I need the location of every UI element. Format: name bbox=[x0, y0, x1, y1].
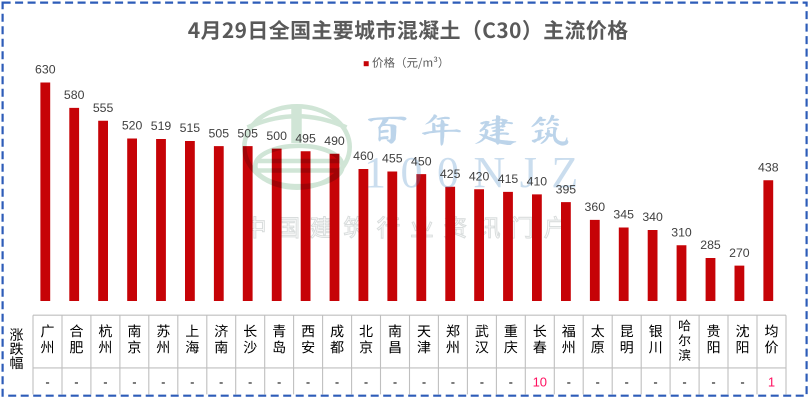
svg-text:580: 580 bbox=[64, 88, 85, 102]
svg-text:-: - bbox=[161, 375, 165, 390]
svg-text:-: - bbox=[451, 375, 455, 390]
svg-text:-: - bbox=[393, 375, 397, 390]
svg-text:555: 555 bbox=[93, 101, 114, 115]
svg-text:438: 438 bbox=[758, 160, 779, 174]
svg-text:-: - bbox=[625, 375, 629, 390]
svg-text:420: 420 bbox=[469, 170, 490, 184]
svg-text:-: - bbox=[277, 375, 281, 390]
svg-text:-: - bbox=[567, 375, 571, 390]
svg-text:450: 450 bbox=[411, 154, 432, 168]
svg-text:-: - bbox=[103, 375, 107, 390]
svg-text:410: 410 bbox=[527, 175, 548, 189]
svg-text:515: 515 bbox=[180, 121, 201, 135]
svg-text:-: - bbox=[740, 375, 744, 390]
svg-text:455: 455 bbox=[382, 152, 403, 166]
svg-text:500: 500 bbox=[266, 129, 287, 143]
svg-text:519: 519 bbox=[151, 119, 172, 133]
svg-text:-: - bbox=[480, 375, 484, 390]
svg-text:100NJZ: 100NJZ bbox=[364, 148, 593, 197]
svg-text:460: 460 bbox=[353, 149, 374, 163]
svg-text:505: 505 bbox=[237, 126, 258, 140]
svg-text:360: 360 bbox=[585, 200, 606, 214]
svg-text:-: - bbox=[219, 375, 223, 390]
svg-text:-: - bbox=[190, 375, 194, 390]
svg-text:340: 340 bbox=[642, 210, 663, 224]
svg-text:-: - bbox=[306, 375, 310, 390]
svg-text:-: - bbox=[711, 375, 715, 390]
svg-text:505: 505 bbox=[209, 126, 230, 140]
svg-text:285: 285 bbox=[700, 238, 721, 252]
svg-text:-: - bbox=[682, 375, 686, 390]
svg-text:-: - bbox=[335, 375, 339, 390]
svg-text:490: 490 bbox=[324, 134, 345, 148]
svg-text:270: 270 bbox=[729, 246, 750, 260]
svg-text:520: 520 bbox=[122, 119, 143, 133]
svg-text:-: - bbox=[132, 375, 136, 390]
svg-text:415: 415 bbox=[498, 172, 519, 186]
svg-text:10: 10 bbox=[533, 375, 547, 390]
svg-text:-: - bbox=[422, 375, 426, 390]
svg-text:-: - bbox=[509, 375, 513, 390]
svg-text:495: 495 bbox=[295, 131, 316, 145]
svg-text:-: - bbox=[248, 375, 252, 390]
svg-text:630: 630 bbox=[35, 63, 56, 77]
svg-text:-: - bbox=[74, 375, 78, 390]
svg-text:395: 395 bbox=[556, 182, 577, 196]
svg-text:1: 1 bbox=[768, 375, 775, 390]
svg-text:-: - bbox=[45, 375, 49, 390]
svg-text:-: - bbox=[364, 375, 368, 390]
svg-text:-: - bbox=[596, 375, 600, 390]
svg-text:425: 425 bbox=[440, 167, 461, 181]
svg-text:310: 310 bbox=[671, 226, 692, 240]
svg-text:345: 345 bbox=[613, 208, 634, 222]
svg-text:-: - bbox=[653, 375, 657, 390]
